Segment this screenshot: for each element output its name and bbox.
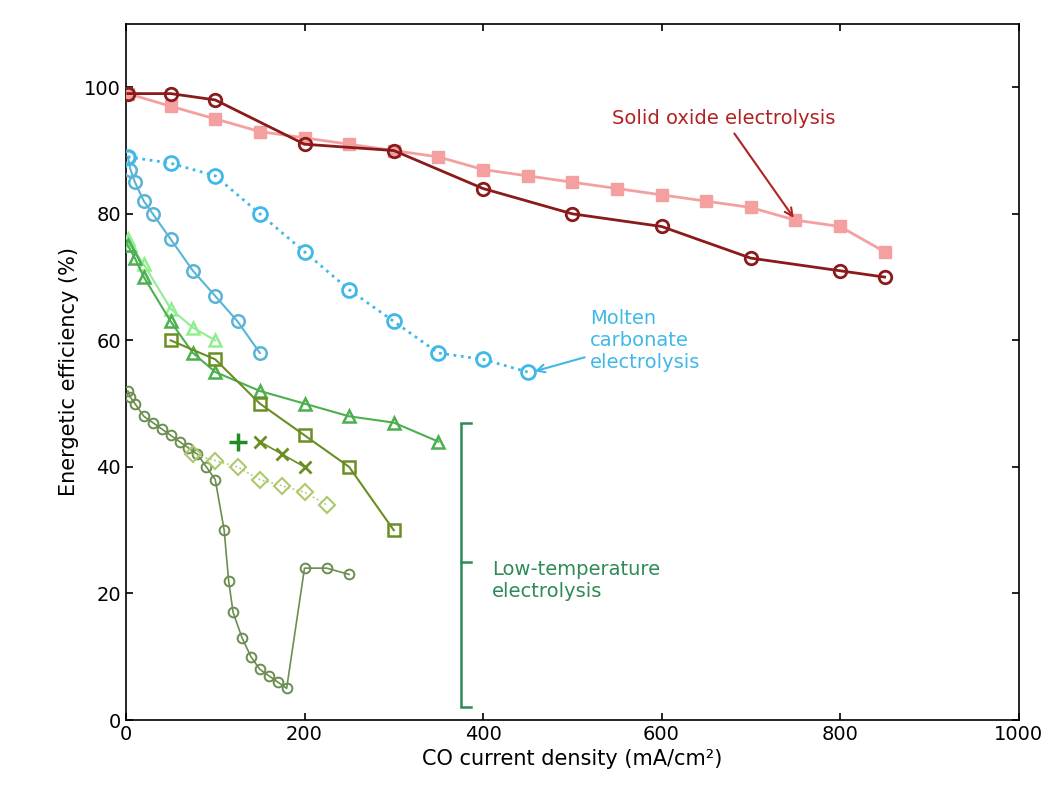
- X-axis label: CO current density (mA/cm²): CO current density (mA/cm²): [422, 750, 722, 770]
- Y-axis label: Energetic efficiency (%): Energetic efficiency (%): [59, 247, 79, 497]
- Text: Solid oxide electrolysis: Solid oxide electrolysis: [612, 110, 836, 216]
- Text: Molten
carbonate
electrolysis: Molten carbonate electrolysis: [537, 309, 700, 372]
- Text: Low-temperature
electrolysis: Low-temperature electrolysis: [491, 560, 660, 602]
